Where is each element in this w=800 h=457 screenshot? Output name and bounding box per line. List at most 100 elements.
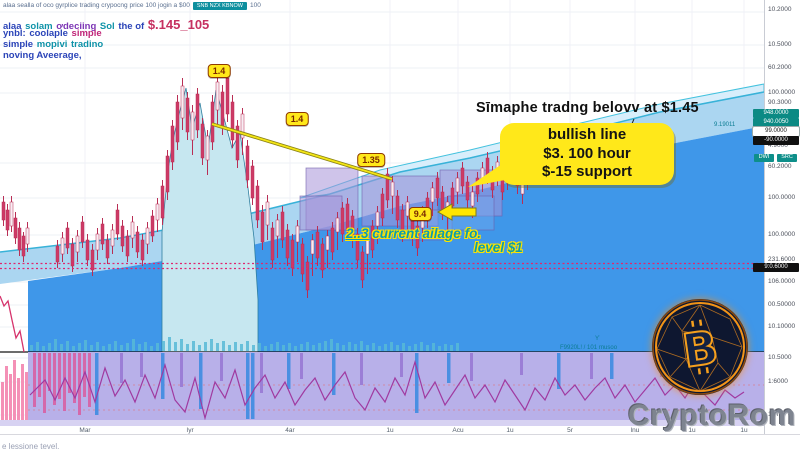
- candle-body: [140, 239, 145, 261]
- price-badge-black: 9:0.6000: [753, 263, 799, 272]
- oscillator-panel: [28, 352, 764, 421]
- price-tick: 10 ln0: [768, 411, 786, 418]
- time-label: 1u: [506, 427, 514, 434]
- left-volume-bar: [9, 374, 12, 424]
- watermark-brand: CryptoRom: [628, 399, 796, 432]
- candle-body: [430, 187, 435, 203]
- volume-bar: [294, 346, 297, 351]
- candle-body: [180, 85, 185, 119]
- candle-body: [155, 203, 160, 221]
- volume-bar: [66, 341, 69, 351]
- volume-bar: [456, 343, 459, 351]
- left-price-line: [0, 295, 25, 353]
- legend-row[interactable]: simple mopivi tradino: [3, 39, 104, 50]
- volume-bar: [102, 346, 105, 351]
- volume-bar: [330, 339, 333, 351]
- candle-body: [60, 237, 65, 255]
- candle-body: [25, 227, 30, 245]
- panel-bar-blue: [161, 353, 165, 399]
- callout-line-2: $3. 100 hour: [543, 144, 631, 162]
- left-edge-series: [0, 295, 28, 424]
- left-arrow-icon[interactable]: [436, 203, 477, 221]
- price-badge-black: -90.0000: [753, 136, 799, 145]
- panel-bar-purple: [400, 353, 403, 377]
- candle-body: [255, 185, 260, 221]
- candle-body: [145, 227, 150, 245]
- panel-bar-magenta: [63, 353, 66, 411]
- logo-outer-ring: [652, 299, 748, 395]
- panel-bar-magenta: [58, 353, 61, 399]
- price-tick: 231.6000: [768, 256, 796, 263]
- volume-bar: [390, 342, 393, 351]
- panel-bar-blue: [332, 353, 336, 395]
- candle-body: [325, 235, 330, 251]
- price-tick: 00.50000: [768, 301, 796, 308]
- panel-bar-purple: [520, 353, 523, 375]
- volume-bar: [402, 343, 405, 351]
- panel-bar-blue: [199, 353, 203, 409]
- header-suffix: 100: [249, 2, 261, 9]
- candle-body: [9, 201, 14, 227]
- legend-text: mopivi: [36, 39, 71, 50]
- yellow-price-tag[interactable]: 9.4: [408, 207, 432, 221]
- time-label: Mar: [79, 427, 91, 434]
- panel-bar-purple: [220, 353, 223, 381]
- time-axis-border: [0, 434, 800, 435]
- chart-header: alaa sealla of oco gyrplice trading cryp…: [3, 2, 261, 10]
- price-tick: 4.9000: [768, 142, 788, 149]
- annotation-callout-bubble[interactable]: bullish line $3. 100 hour $-15 support: [500, 123, 674, 185]
- panel-bar-magenta: [48, 353, 51, 391]
- candle-body: [280, 211, 285, 241]
- panel-bar-blue: [246, 353, 250, 419]
- volume-bar: [444, 344, 447, 351]
- volume-bar: [186, 344, 189, 351]
- candle-body: [455, 177, 460, 193]
- candle-body: [305, 261, 310, 291]
- trendline[interactable]: [211, 123, 393, 180]
- volume-bar: [180, 339, 183, 351]
- legend-row[interactable]: alaa solam ơdeciing Sol the of $.145_105: [3, 17, 210, 32]
- yellow-price-tag[interactable]: 1.4: [285, 112, 309, 126]
- candle-body: [285, 229, 290, 259]
- panel-bar-blue: [287, 353, 291, 389]
- legend-row[interactable]: ynbl: coolaple simple: [3, 28, 103, 39]
- volume-bar: [306, 342, 309, 351]
- annotation-teal-note[interactable]: 2..3 current ailage fo. level $1: [346, 227, 581, 255]
- candle-body: [55, 245, 60, 263]
- candle-body: [460, 167, 465, 187]
- symbol-badge[interactable]: SNB NZX KBNOW: [192, 2, 247, 10]
- volume-bar: [174, 342, 177, 351]
- panel-bar-blue: [95, 353, 99, 415]
- volume-bar: [204, 342, 207, 351]
- yellow-price-tag[interactable]: 1.35: [357, 153, 385, 167]
- left-volume-bar: [21, 364, 24, 424]
- volume-bar: [396, 345, 399, 351]
- footer-note: e lessione tevel.: [2, 442, 60, 451]
- annotation-top-note[interactable]: Sīmaphe tradng belovv at $1.45: [476, 100, 699, 116]
- volume-bar: [300, 344, 303, 351]
- candle-body: [355, 233, 360, 261]
- candle-body: [270, 227, 275, 261]
- left-volume-bar: [1, 382, 4, 424]
- volume-bar: [120, 345, 123, 351]
- price-tick: 60.2000: [768, 163, 792, 170]
- candle-body: [400, 209, 405, 235]
- volume-bar: [336, 343, 339, 351]
- cloud-box: [299, 195, 343, 231]
- price-tick: 100.0000: [768, 89, 796, 96]
- panel-bar-purple: [260, 353, 263, 393]
- callout-tail: [468, 162, 505, 187]
- volume-bar: [312, 345, 315, 351]
- candle-body: [185, 97, 190, 133]
- candle-body: [220, 91, 225, 127]
- legend-row[interactable]: noving Aveerage,: [3, 50, 83, 61]
- price-tick: 1:6000: [768, 378, 788, 385]
- volume-bar: [72, 346, 75, 351]
- candle-body: [65, 227, 70, 249]
- yellow-price-tag[interactable]: 1.4: [207, 64, 231, 78]
- candle-body: [230, 101, 235, 141]
- legend-text: Sol: [99, 21, 118, 32]
- candle-body: [310, 239, 315, 255]
- price-tick: 10.2000: [768, 6, 792, 13]
- volume-bar: [246, 341, 249, 351]
